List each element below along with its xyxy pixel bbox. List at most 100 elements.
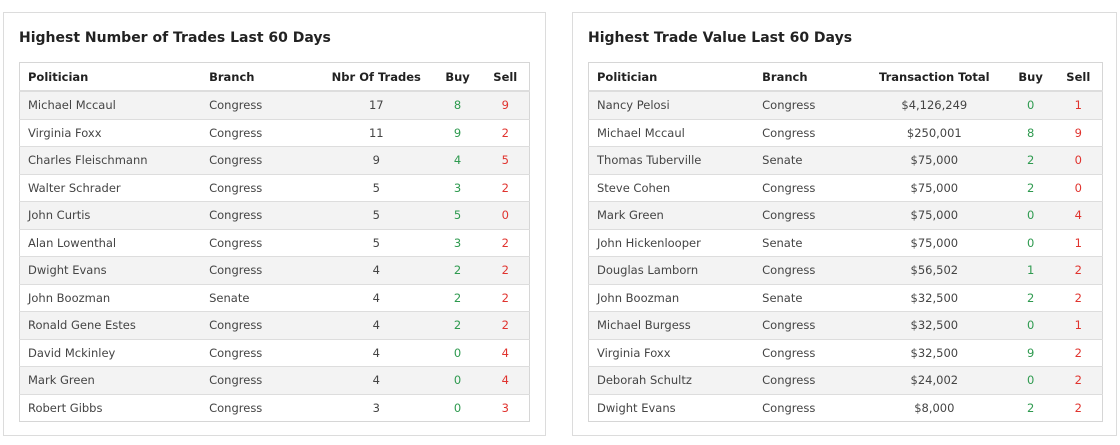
politician-name[interactable]: Deborah Schultz xyxy=(588,366,763,394)
column-header-politician[interactable]: Politician xyxy=(19,62,210,92)
table-row[interactable]: Michael Mccaul Congress 17 8 9 xyxy=(19,90,530,119)
column-header-politician[interactable]: Politician xyxy=(588,62,763,92)
transaction-total: $32,500 xyxy=(861,283,1007,312)
sell-count: 4 xyxy=(481,338,530,367)
buy-count: 9 xyxy=(433,118,482,147)
politician-name[interactable]: Thomas Tuberville xyxy=(588,146,763,174)
politician-name[interactable]: Robert Gibbs xyxy=(19,393,210,422)
politician-name[interactable]: John Hickenlooper xyxy=(588,228,763,257)
buy-count: 0 xyxy=(1006,366,1055,394)
column-header-trades[interactable]: Nbr Of Trades xyxy=(318,62,434,92)
politician-name[interactable]: Steve Cohen xyxy=(588,173,763,202)
sell-count: 4 xyxy=(1054,201,1103,229)
sell-count: 9 xyxy=(481,90,530,119)
sell-count: 2 xyxy=(481,118,530,147)
table-row[interactable]: Ronald Gene Estes Congress 4 2 2 xyxy=(19,311,530,339)
politician-name[interactable]: Douglas Lamborn xyxy=(588,256,763,284)
politician-name[interactable]: Michael Burgess xyxy=(588,311,763,339)
buy-count: 0 xyxy=(1006,311,1055,339)
table-row[interactable]: John Curtis Congress 5 5 0 xyxy=(19,201,530,229)
buy-count: 5 xyxy=(433,201,482,229)
branch: Senate xyxy=(762,283,862,312)
column-header-branch[interactable]: Branch xyxy=(762,62,862,92)
politician-name[interactable]: Virginia Foxx xyxy=(588,338,763,367)
politician-name[interactable]: John Boozman xyxy=(19,283,210,312)
table-row[interactable]: Douglas Lamborn Congress $56,502 1 2 xyxy=(588,256,1103,284)
sell-count: 4 xyxy=(481,366,530,394)
table-row[interactable]: Dwight Evans Congress 4 2 2 xyxy=(19,256,530,284)
table-row[interactable]: Virginia Foxx Congress $32,500 9 2 xyxy=(588,338,1103,367)
politician-name[interactable]: Dwight Evans xyxy=(588,393,763,422)
branch: Congress xyxy=(209,338,319,367)
column-header-sell[interactable]: Sell xyxy=(481,62,530,92)
table-row[interactable]: Michael Burgess Congress $32,500 0 1 xyxy=(588,311,1103,339)
politician-name[interactable]: Virginia Foxx xyxy=(19,118,210,147)
politician-name[interactable]: Dwight Evans xyxy=(19,256,210,284)
sell-count: 2 xyxy=(1054,366,1103,394)
card-title: Highest Trade Value Last 60 Days xyxy=(588,30,853,46)
politician-name[interactable]: Mark Green xyxy=(588,201,763,229)
sell-count: 9 xyxy=(1054,118,1103,147)
table-row[interactable]: John Boozman Senate $32,500 2 2 xyxy=(588,283,1103,312)
table-row[interactable]: Mark Green Congress $75,000 0 4 xyxy=(588,201,1103,229)
branch: Congress xyxy=(209,201,319,229)
transaction-total: $24,002 xyxy=(861,366,1007,394)
table-row[interactable]: Dwight Evans Congress $8,000 2 2 xyxy=(588,393,1103,422)
branch: Congress xyxy=(209,146,319,174)
sell-count: 0 xyxy=(1054,173,1103,202)
column-header-buy[interactable]: Buy xyxy=(433,62,482,92)
buy-count: 1 xyxy=(1006,256,1055,284)
buy-count: 2 xyxy=(1006,283,1055,312)
trade-count: 5 xyxy=(318,201,434,229)
politician-name[interactable]: Ronald Gene Estes xyxy=(19,311,210,339)
table-row[interactable]: John Hickenlooper Senate $75,000 0 1 xyxy=(588,228,1103,257)
politician-name[interactable]: David Mckinley xyxy=(19,338,210,367)
table-header-row: Politician Branch Transaction Total Buy … xyxy=(588,62,1103,92)
sell-count: 2 xyxy=(1054,393,1103,422)
politician-name[interactable]: Walter Schrader xyxy=(19,173,210,202)
politician-name[interactable]: Michael Mccaul xyxy=(19,90,210,119)
politician-name[interactable]: Alan Lowenthal xyxy=(19,228,210,257)
table-row[interactable]: Robert Gibbs Congress 3 0 3 xyxy=(19,393,530,422)
politician-name[interactable]: John Boozman xyxy=(588,283,763,312)
sell-count: 2 xyxy=(481,256,530,284)
sell-count: 2 xyxy=(481,173,530,202)
table-row[interactable]: Steve Cohen Congress $75,000 2 0 xyxy=(588,173,1103,202)
table-row[interactable]: Alan Lowenthal Congress 5 3 2 xyxy=(19,228,530,257)
column-header-branch[interactable]: Branch xyxy=(209,62,319,92)
buy-count: 4 xyxy=(433,146,482,174)
table-row[interactable]: David Mckinley Congress 4 0 4 xyxy=(19,338,530,367)
column-header-transaction-total[interactable]: Transaction Total xyxy=(861,62,1007,92)
table-row[interactable]: Walter Schrader Congress 5 3 2 xyxy=(19,173,530,202)
transaction-total: $250,001 xyxy=(861,118,1007,147)
buy-count: 3 xyxy=(433,228,482,257)
politician-name[interactable]: Michael Mccaul xyxy=(588,118,763,147)
table-row[interactable]: Thomas Tuberville Senate $75,000 2 0 xyxy=(588,146,1103,174)
table-row[interactable]: Mark Green Congress 4 0 4 xyxy=(19,366,530,394)
branch: Congress xyxy=(762,366,862,394)
trade-count: 9 xyxy=(318,146,434,174)
table-row[interactable]: Nancy Pelosi Congress $4,126,249 0 1 xyxy=(588,90,1103,119)
politician-name[interactable]: Nancy Pelosi xyxy=(588,90,763,119)
table-row[interactable]: John Boozman Senate 4 2 2 xyxy=(19,283,530,312)
sell-count: 0 xyxy=(481,201,530,229)
trade-value-card: Highest Trade Value Last 60 Days Politic… xyxy=(572,12,1117,436)
buy-count: 9 xyxy=(1006,338,1055,367)
column-header-sell[interactable]: Sell xyxy=(1054,62,1103,92)
politician-name[interactable]: Charles Fleischmann xyxy=(19,146,210,174)
table-row[interactable]: Deborah Schultz Congress $24,002 0 2 xyxy=(588,366,1103,394)
table-row[interactable]: Charles Fleischmann Congress 9 4 5 xyxy=(19,146,530,174)
branch: Congress xyxy=(762,393,862,422)
table-row[interactable]: Virginia Foxx Congress 11 9 2 xyxy=(19,118,530,147)
sell-count: 2 xyxy=(481,311,530,339)
branch: Congress xyxy=(209,228,319,257)
sell-count: 1 xyxy=(1054,228,1103,257)
buy-count: 3 xyxy=(433,173,482,202)
table-row[interactable]: Michael Mccaul Congress $250,001 8 9 xyxy=(588,118,1103,147)
politician-name[interactable]: John Curtis xyxy=(19,201,210,229)
sell-count: 2 xyxy=(481,228,530,257)
politician-name[interactable]: Mark Green xyxy=(19,366,210,394)
branch: Congress xyxy=(762,311,862,339)
column-header-buy[interactable]: Buy xyxy=(1006,62,1055,92)
branch: Congress xyxy=(762,256,862,284)
